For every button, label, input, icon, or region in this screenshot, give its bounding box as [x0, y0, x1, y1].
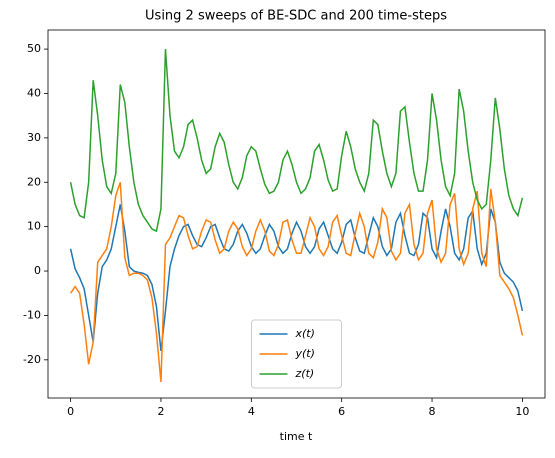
x-axis-label: time t — [280, 430, 313, 443]
y-tick-label: -20 — [23, 353, 41, 366]
legend-label: x(t) — [295, 327, 315, 340]
legend-label: y(t) — [295, 347, 315, 360]
x-tick-label: 0 — [67, 405, 74, 418]
plot-frame — [47, 29, 546, 399]
y-tick-label: 30 — [27, 131, 41, 144]
line-series — [69, 204, 524, 352]
y-tick-label: 40 — [27, 86, 41, 99]
legend-label: z(t) — [295, 367, 315, 380]
y-tick-label: 50 — [27, 42, 41, 55]
y-tick-label: 0 — [34, 264, 41, 277]
x-tick-label: 2 — [157, 405, 164, 418]
y-tick-label: 20 — [27, 175, 41, 188]
y-tick-label: -10 — [23, 308, 41, 321]
chart-title: Using 2 sweeps of BE-SDC and 200 time-st… — [145, 9, 447, 24]
line-series — [69, 49, 524, 233]
x-tick-label: 8 — [429, 405, 436, 418]
x-tick-label: 4 — [248, 405, 255, 418]
legend-box — [251, 319, 342, 389]
line-series — [69, 182, 524, 383]
x-tick-label: 6 — [338, 405, 345, 418]
y-tick-label: 10 — [27, 220, 41, 233]
x-tick-label: 10 — [515, 405, 529, 418]
